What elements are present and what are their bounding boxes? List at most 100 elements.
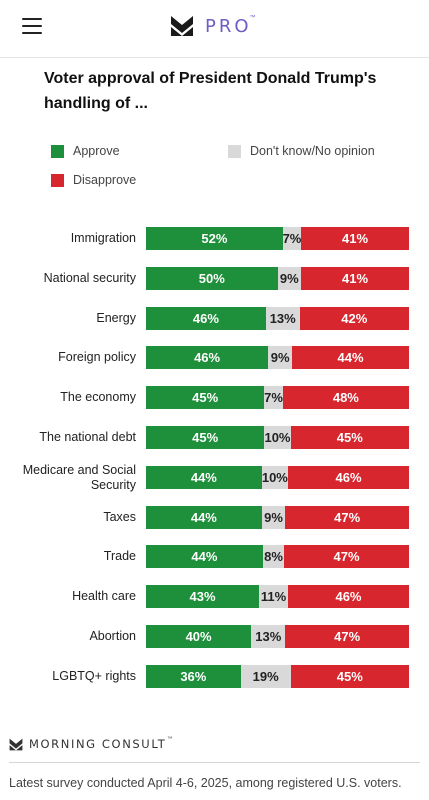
legend-item: Approve [51,144,120,158]
bar-data-label: 9% [270,350,290,365]
bar-row: 44% 10% 46% [146,466,409,489]
disapprove-bar-segment: 45% [290,426,409,449]
approve-bar-segment: 44% [146,506,262,529]
category-label: The national debt [39,430,136,444]
approve-bar-segment: 52% [146,227,283,250]
no-opinion-bar-segment: 11% [259,585,288,608]
category-label: Health care [72,589,136,603]
bar-data-label: 42% [341,311,368,326]
category-label: Foreign policy [58,350,136,364]
disapprove-bar-segment: 47% [284,545,409,568]
no-opinion-bar-segment: 9% [268,346,293,369]
legend-swatch [51,144,64,158]
no-opinion-bar-segment: 9% [261,506,286,529]
bar-data-label: 48% [332,390,359,405]
bar-data-label: 10% [264,430,291,445]
bar-row: 46% 13% 42% [146,307,409,330]
bar-data-label: 47% [334,510,361,525]
category-label: Energy [96,311,136,325]
disapprove-bar-segment: 47% [285,506,409,529]
disapprove-bar-segment: 47% [285,625,409,648]
brand-logo[interactable]: PRO ™ [170,13,258,39]
bar-data-label: 44% [190,510,217,525]
disapprove-bar-segment: 46% [288,585,409,608]
approve-bar-segment: 50% [146,267,278,290]
legend-item: Don't know/No opinion [228,144,375,158]
morning-consult-m-logo-icon [171,16,193,36]
legend-item: Disapprove [51,173,136,187]
category-label: Abortion [89,629,136,643]
no-opinion-bar-segment: 7% [283,227,301,250]
approve-bar-segment: 40% [146,625,252,648]
category-label: Medicare and Social Security [22,462,136,492]
disapprove-bar-segment: 41% [301,267,409,290]
no-opinion-bar-segment: 10% [261,466,289,489]
legend-label: Disapprove [73,173,137,187]
bar-data-label: 45% [192,390,219,405]
bar-data-label: 9% [264,510,283,525]
brand-trademark: ™ [249,15,256,21]
legend-label: Approve [73,144,120,158]
bar-data-label: 47% [334,629,361,644]
bar-data-label: 19% [252,669,279,684]
bar-row: 43% 11% 46% [146,585,409,608]
disapprove-bar-segment: 42% [299,307,409,330]
bar-data-label: 36% [180,669,207,684]
category-label: National security [43,271,136,285]
bar-data-label: 13% [255,629,282,644]
bar-data-label: 45% [336,669,363,684]
bar-row: 40% 13% 47% [146,625,409,648]
bar-data-label: 44% [337,350,364,365]
bar-data-label: 11% [260,589,287,604]
bar-data-label: 46% [192,311,219,326]
approve-bar-segment: 44% [146,545,263,568]
bar-data-label: 46% [194,350,221,365]
footer-logo: MORNING CONSULT ™ [9,736,173,751]
bar-data-label: 44% [190,470,217,485]
legend-swatch [228,144,241,158]
category-label: Trade [103,549,136,563]
chart-title: Voter approval of President Donald Trump… [44,70,377,112]
bar-data-label: 45% [336,430,363,445]
bar-data-label: 46% [335,470,362,485]
brand-pro-text: PRO [205,15,252,37]
bar-row: 44% 9% 47% [146,506,409,529]
approve-bar-segment: 46% [146,307,266,330]
legend-label: Don't know/No opinion [250,144,375,158]
no-opinion-bar-segment: 8% [262,545,285,568]
footer-logo-text: MORNING CONSULT [29,737,167,751]
no-opinion-bar-segment: 9% [277,267,302,290]
category-label: Immigration [70,231,136,245]
bar-data-label: 46% [335,589,362,604]
approve-bar-segment: 45% [146,426,265,449]
disapprove-bar-segment: 48% [282,386,409,409]
category-label: LGBTQ+ rights [52,669,136,683]
no-opinion-bar-segment: 10% [264,426,291,449]
bar-data-label: 9% [279,271,299,286]
legend-swatch [51,173,64,187]
bar-data-label: 13% [269,311,296,326]
disapprove-bar-segment: 46% [288,466,409,489]
bar-row: 52% 7% 41% [146,227,409,250]
bar-row: 45% 7% 48% [146,386,409,409]
bar-row: 44% 8% 47% [146,545,409,568]
bar-data-label: 43% [189,589,216,604]
survey-footnote: Latest survey conducted April 4-6, 2025,… [9,776,402,790]
no-opinion-bar-segment: 19% [240,665,291,688]
category-label: Taxes [103,510,136,524]
category-label: The economy [60,390,136,404]
bar-data-label: 8% [264,549,283,564]
bar-data-label: 44% [191,549,218,564]
bar-data-label: 45% [192,430,219,445]
bar-row: 46% 9% 44% [146,346,409,369]
footer-logo-trademark: ™ [167,736,173,742]
bar-row: 36% 19% 45% [146,665,409,688]
bar-data-label: 50% [198,271,225,286]
no-opinion-bar-segment: 7% [264,386,283,409]
disapprove-bar-segment: 44% [292,346,409,369]
hamburger-menu-icon[interactable] [22,18,42,34]
bar-data-label: 41% [342,231,369,246]
approve-bar-segment: 45% [146,386,265,409]
no-opinion-bar-segment: 13% [265,307,300,330]
morning-consult-m-logo-icon [9,738,23,750]
